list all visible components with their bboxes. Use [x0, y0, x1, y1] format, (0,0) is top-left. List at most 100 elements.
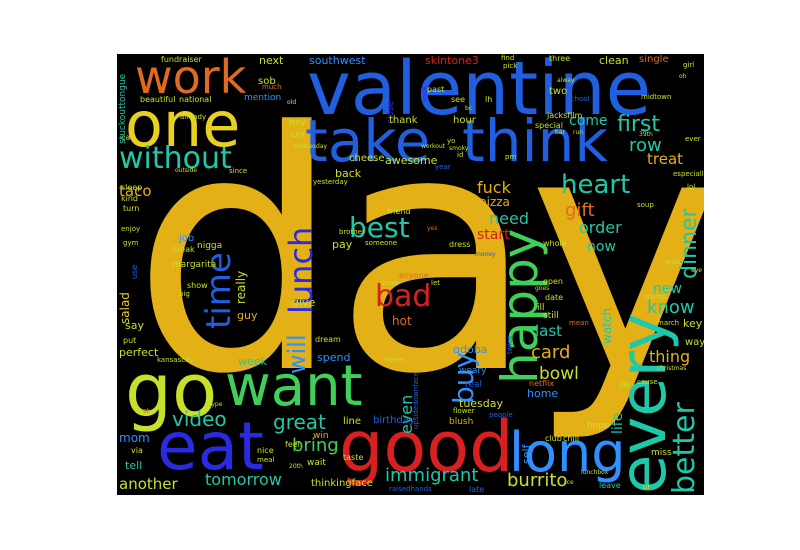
word-break: break	[172, 245, 195, 254]
word-know: know	[647, 297, 695, 318]
word-bring: bring	[292, 435, 339, 456]
word-qdoba: qdoba	[453, 343, 488, 356]
word-way: way	[685, 337, 704, 348]
word-cloud: day valentine take think one work withou…	[117, 54, 704, 495]
word-midtown: midtown	[641, 93, 672, 101]
word-week: week	[238, 355, 267, 368]
word-line: line	[343, 416, 362, 427]
word-cry: cry	[291, 130, 305, 140]
word-bowl: bowl	[539, 364, 579, 384]
word-gift: gift	[565, 200, 595, 221]
word-national: national	[179, 95, 212, 104]
word-smoky: smoky	[449, 145, 469, 152]
word-see: see	[451, 95, 466, 104]
word-ever: ever	[685, 135, 701, 143]
word-money: money	[475, 251, 496, 258]
word-snow: snow	[381, 279, 400, 287]
word-blush: blush	[449, 417, 474, 427]
word-cheese: cheese	[349, 153, 385, 164]
word-sleep: sleep	[121, 183, 143, 192]
word-chili: chili	[563, 434, 580, 443]
word-long: long	[509, 421, 626, 484]
word-eat: eat	[157, 408, 264, 485]
word-run: run	[573, 129, 584, 136]
word-thinkingface: thinkingface	[311, 478, 373, 489]
word-special: special	[535, 121, 563, 130]
word-fundraiser: fundraiser	[161, 55, 202, 64]
word-southwest: southwest	[309, 54, 366, 67]
word-valentine: valentine	[307, 54, 652, 132]
word-feel: feel	[285, 440, 300, 449]
word-soup: soup	[637, 201, 654, 209]
word-wednesday: wednesday	[293, 143, 328, 150]
word-st: st	[143, 407, 150, 415]
word-birthday: birthday	[373, 415, 415, 426]
word-day: day	[132, 62, 704, 446]
word-life: life	[610, 412, 626, 434]
word-kansascity: kansascity	[157, 356, 194, 364]
word-go: go	[125, 348, 218, 434]
word-yes: yes	[427, 225, 438, 232]
word-video: video	[172, 407, 227, 431]
word-christmas: christmas	[657, 365, 687, 372]
word-treat: treat	[647, 150, 684, 168]
word-39th: 39th	[639, 131, 653, 138]
word-year: year	[435, 163, 451, 171]
word-whole: whole	[543, 239, 567, 248]
word-lol: lol	[687, 183, 696, 191]
word-awesome: awesome	[385, 154, 438, 167]
word-workout: workout	[421, 143, 446, 150]
word-people: people	[489, 411, 513, 419]
word-spend: spend	[317, 351, 351, 364]
word-card: card	[531, 342, 571, 363]
word-start: start	[477, 227, 510, 243]
word-20th: 20th	[289, 463, 303, 470]
word-past: past	[427, 85, 445, 94]
word-job: job	[179, 233, 195, 244]
word-still: still	[543, 311, 559, 321]
word-guy: guy	[237, 309, 258, 322]
word-raisedhands: raisedhands	[389, 485, 432, 493]
word-yo: yo	[447, 137, 456, 145]
word-order: order	[579, 218, 622, 237]
word-turn: turn	[123, 204, 140, 213]
word-tell: tell	[125, 459, 143, 472]
word-thank: thank	[389, 115, 418, 126]
word-march: march	[657, 319, 680, 327]
word-great: great	[273, 410, 326, 434]
word-gym: gym	[123, 239, 139, 247]
word-nice: nice	[257, 446, 274, 455]
word-let: let	[431, 279, 440, 287]
word-die: die	[619, 381, 630, 389]
word-watch: watch	[600, 307, 614, 344]
word-trump: trump	[645, 293, 667, 301]
word-immigrant: immigrant	[385, 465, 479, 486]
word-enjoy: enjoy	[121, 225, 141, 233]
word-leave: leave	[599, 481, 621, 490]
word-give: give	[292, 296, 316, 309]
word-yesterday: yesterday	[313, 178, 348, 186]
word-nigga: nigga	[197, 241, 223, 251]
word-think: think	[462, 107, 608, 175]
word-school: school	[567, 95, 590, 103]
word-home: home	[527, 387, 559, 400]
word-netflix: netflix	[529, 379, 555, 388]
word-big: big	[179, 290, 190, 298]
word-next: next	[259, 54, 284, 67]
word-dress: dress	[449, 240, 471, 249]
word-single: single	[639, 54, 669, 65]
word-find: find	[501, 54, 515, 62]
word-brother: brother	[339, 228, 365, 236]
word-really: really	[234, 270, 248, 304]
word-real: real	[465, 380, 483, 390]
word-lh: lh	[485, 95, 493, 104]
word-clean: clean	[599, 54, 629, 67]
word-back: back	[335, 167, 362, 180]
word-one: one	[125, 88, 241, 161]
word-mom: mom	[119, 431, 150, 445]
word-pm: pm	[505, 153, 517, 161]
word-never: never	[385, 356, 406, 364]
word-outside: outside	[175, 167, 198, 174]
word-hope: hope	[587, 421, 610, 431]
word-hour: hour	[453, 115, 476, 126]
